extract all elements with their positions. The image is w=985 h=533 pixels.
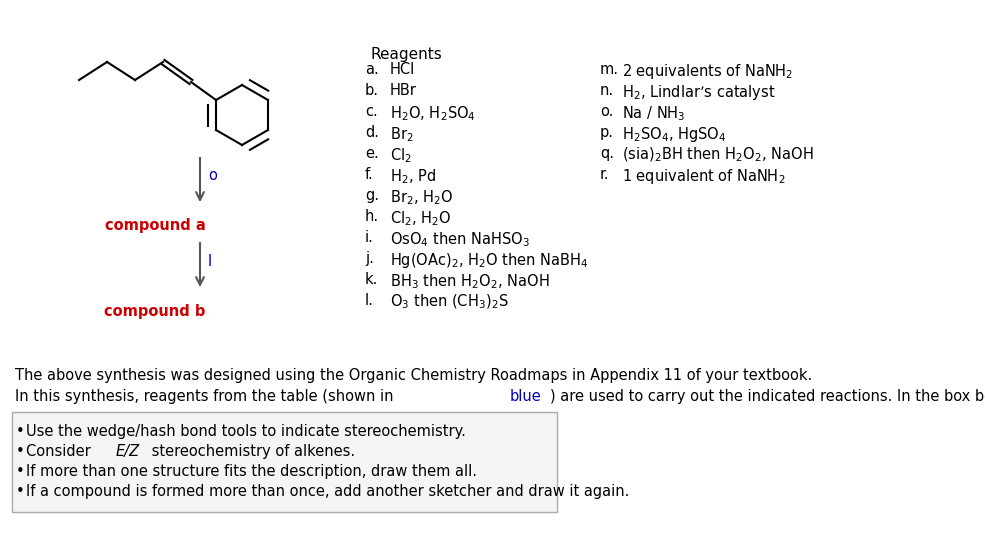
Text: stereochemistry of alkenes.: stereochemistry of alkenes. xyxy=(147,444,355,459)
Text: 1 equivalent of NaNH$_2$: 1 equivalent of NaNH$_2$ xyxy=(622,167,785,186)
Text: •: • xyxy=(16,464,25,479)
Text: Br$_2$: Br$_2$ xyxy=(390,125,414,144)
Text: H$_2$SO$_4$, HgSO$_4$: H$_2$SO$_4$, HgSO$_4$ xyxy=(622,125,727,144)
Text: q.: q. xyxy=(600,146,614,161)
Text: m.: m. xyxy=(600,62,619,77)
Text: blue: blue xyxy=(509,389,541,404)
Text: j.: j. xyxy=(365,251,374,266)
Text: l.: l. xyxy=(365,293,374,308)
Text: If more than one structure fits the description, draw them all.: If more than one structure fits the desc… xyxy=(26,464,477,479)
Text: The above synthesis was designed using the Organic Chemistry Roadmaps in Appendi: The above synthesis was designed using t… xyxy=(15,368,813,383)
Text: compound b: compound b xyxy=(104,304,206,319)
Text: g.: g. xyxy=(365,188,379,203)
Text: Cl$_2$, H$_2$O: Cl$_2$, H$_2$O xyxy=(390,209,451,228)
Text: Hg(OAc)$_2$, H$_2$O then NaBH$_4$: Hg(OAc)$_2$, H$_2$O then NaBH$_4$ xyxy=(390,251,589,270)
Text: •: • xyxy=(16,484,25,499)
Text: d.: d. xyxy=(365,125,379,140)
Text: Na / NH$_3$: Na / NH$_3$ xyxy=(622,104,686,123)
Text: b.: b. xyxy=(365,83,379,98)
Text: Reagents: Reagents xyxy=(370,47,441,62)
Text: (sia)$_2$BH then H$_2$O$_2$, NaOH: (sia)$_2$BH then H$_2$O$_2$, NaOH xyxy=(622,146,814,164)
Text: l: l xyxy=(208,254,212,269)
Text: H$_2$, Pd: H$_2$, Pd xyxy=(390,167,436,185)
Text: H$_2$, Lindlar’s catalyst: H$_2$, Lindlar’s catalyst xyxy=(622,83,775,102)
Text: p.: p. xyxy=(600,125,614,140)
Text: HCl: HCl xyxy=(390,62,416,77)
Text: Br$_2$, H$_2$O: Br$_2$, H$_2$O xyxy=(390,188,453,207)
Text: c.: c. xyxy=(365,104,378,119)
Bar xyxy=(12,412,557,512)
Text: ) are used to carry out the indicated reactions. In the box below, draw the stru: ) are used to carry out the indicated re… xyxy=(551,389,985,404)
Text: In this synthesis, reagents from the table (shown in: In this synthesis, reagents from the tab… xyxy=(15,389,398,404)
Text: h.: h. xyxy=(365,209,379,224)
Text: 2 equivalents of NaNH$_2$: 2 equivalents of NaNH$_2$ xyxy=(622,62,793,81)
Text: •: • xyxy=(16,444,25,459)
Text: i.: i. xyxy=(365,230,374,245)
Text: k.: k. xyxy=(365,272,378,287)
Text: H$_2$O, H$_2$SO$_4$: H$_2$O, H$_2$SO$_4$ xyxy=(390,104,476,123)
Text: e.: e. xyxy=(365,146,379,161)
Text: f.: f. xyxy=(365,167,373,182)
Text: BH$_3$ then H$_2$O$_2$, NaOH: BH$_3$ then H$_2$O$_2$, NaOH xyxy=(390,272,550,290)
Text: Consider: Consider xyxy=(26,444,96,459)
Text: r.: r. xyxy=(600,167,610,182)
Text: Use the wedge/hash bond tools to indicate stereochemistry.: Use the wedge/hash bond tools to indicat… xyxy=(26,424,466,439)
Text: HBr: HBr xyxy=(390,83,417,98)
Text: a.: a. xyxy=(365,62,379,77)
Text: OsO$_4$ then NaHSO$_3$: OsO$_4$ then NaHSO$_3$ xyxy=(390,230,530,249)
Text: If a compound is formed more than once, add another sketcher and draw it again.: If a compound is formed more than once, … xyxy=(26,484,629,499)
Text: E/Z: E/Z xyxy=(115,444,140,459)
Text: •: • xyxy=(16,424,25,439)
Text: O$_3$ then (CH$_3$)$_2$S: O$_3$ then (CH$_3$)$_2$S xyxy=(390,293,508,311)
Text: n.: n. xyxy=(600,83,614,98)
Text: compound a: compound a xyxy=(104,218,206,233)
Text: o: o xyxy=(208,168,217,183)
Text: o.: o. xyxy=(600,104,614,119)
Text: Cl$_2$: Cl$_2$ xyxy=(390,146,412,165)
